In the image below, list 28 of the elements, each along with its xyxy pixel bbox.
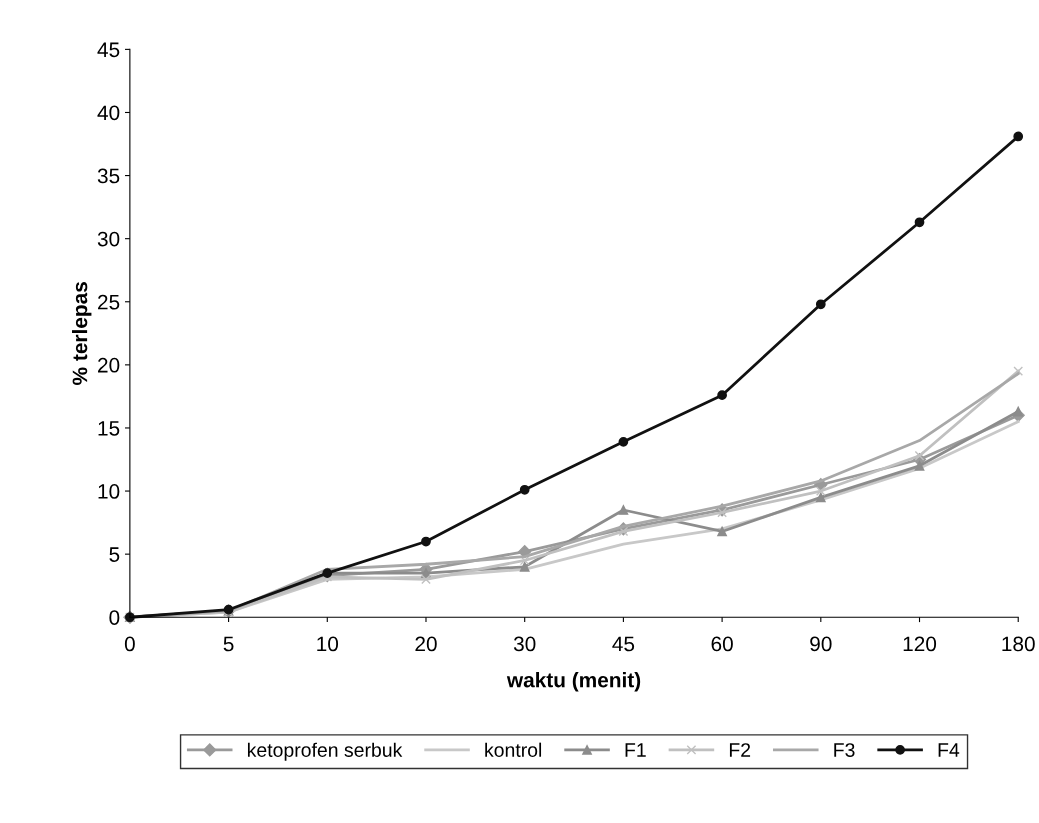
y-tick-label: 30 bbox=[97, 231, 120, 247]
legend-label: F1 bbox=[625, 743, 646, 757]
legend-label: F2 bbox=[729, 743, 751, 757]
x-tick-label: 45 bbox=[612, 636, 635, 652]
legend-label: F4 bbox=[938, 743, 960, 757]
x-tick-label: 0 bbox=[124, 636, 135, 652]
x-tick-label: 20 bbox=[415, 636, 437, 652]
legend-label: ketoprofen serbuk bbox=[247, 742, 403, 761]
x-tick-label: 30 bbox=[513, 636, 536, 652]
x-tick-label: 120 bbox=[903, 636, 937, 652]
y-tick-label: 15 bbox=[98, 421, 120, 436]
x-tick-label: 60 bbox=[711, 636, 733, 652]
x-tick-label: 10 bbox=[317, 636, 339, 652]
x-tick-label: 180 bbox=[1002, 636, 1035, 652]
x-axis-title: waktu (menit) bbox=[506, 672, 641, 692]
legend-label: F3 bbox=[834, 743, 855, 757]
y-tick-label: 20 bbox=[98, 357, 120, 373]
x-tick-label: 90 bbox=[810, 636, 832, 652]
y-tick-label: 0 bbox=[109, 610, 120, 625]
y-tick-label: 10 bbox=[98, 484, 120, 499]
y-tick-label: 45 bbox=[97, 42, 120, 58]
legend-label: kontrol bbox=[485, 742, 542, 757]
y-tick-label: 40 bbox=[97, 105, 120, 121]
y-axis-title: % terlepas bbox=[72, 282, 92, 385]
x-tick-label: 5 bbox=[223, 636, 234, 652]
y-tick-label: 5 bbox=[109, 547, 120, 562]
y-tick-label: 35 bbox=[97, 168, 120, 184]
y-tick-label: 25 bbox=[98, 294, 120, 310]
